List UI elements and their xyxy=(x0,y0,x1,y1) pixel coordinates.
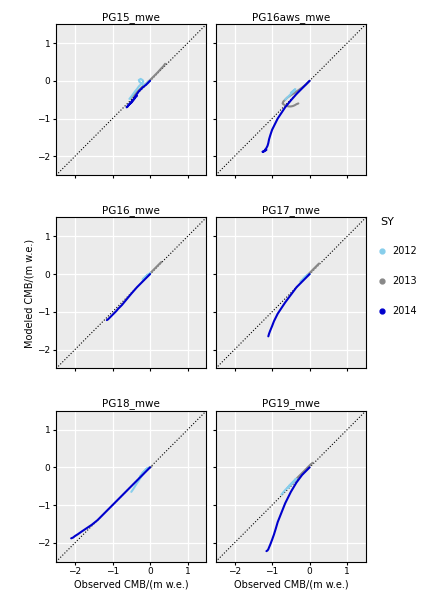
Text: 2013: 2013 xyxy=(392,276,417,286)
Y-axis label: Modeled CMB/(m w.e.): Modeled CMB/(m w.e.) xyxy=(25,239,35,347)
X-axis label: Observed CMB/(m w.e.): Observed CMB/(m w.e.) xyxy=(234,579,348,589)
Title: PG16_mwe: PG16_mwe xyxy=(102,205,160,216)
Text: 2014: 2014 xyxy=(392,306,417,316)
Title: PG15_mwe: PG15_mwe xyxy=(102,12,160,23)
Title: PG16aws_mwe: PG16aws_mwe xyxy=(252,12,330,23)
X-axis label: Observed CMB/(m w.e.): Observed CMB/(m w.e.) xyxy=(74,579,189,589)
Title: PG19_mwe: PG19_mwe xyxy=(262,399,320,410)
Title: PG18_mwe: PG18_mwe xyxy=(102,399,160,410)
Text: SY: SY xyxy=(380,217,394,228)
Title: PG17_mwe: PG17_mwe xyxy=(262,205,320,216)
Text: 2012: 2012 xyxy=(392,246,417,255)
